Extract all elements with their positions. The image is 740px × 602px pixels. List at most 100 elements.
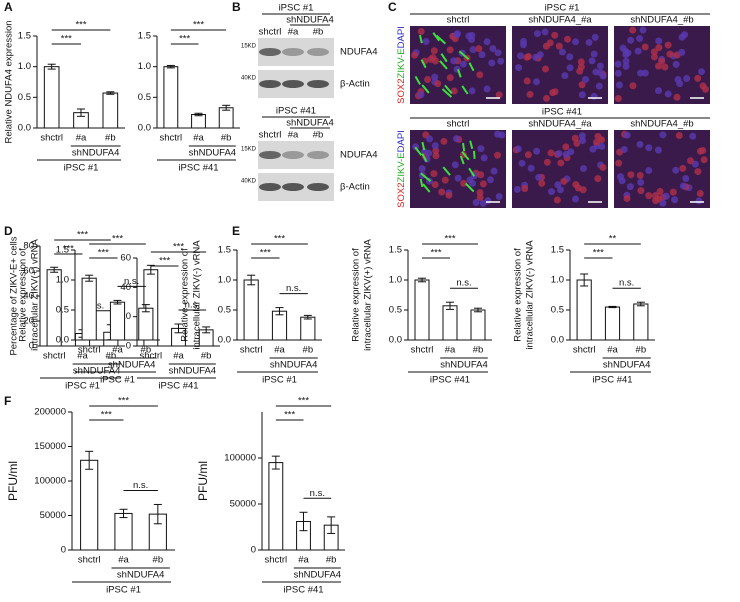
lane-label: #a	[288, 130, 299, 141]
zikv-signal	[439, 60, 448, 70]
bar	[138, 307, 154, 341]
nucleus	[517, 52, 525, 60]
nucleus	[431, 142, 439, 150]
error-bar	[77, 108, 85, 117]
nucleus	[542, 42, 550, 50]
y-axis-label: intracellular ZIKV(-) vRNA	[525, 240, 536, 350]
nucleus	[495, 91, 503, 99]
nucleus	[694, 168, 702, 176]
x-tick-label: shctrl	[40, 133, 63, 144]
nucleus	[577, 58, 585, 66]
nucleus	[513, 185, 521, 193]
nucleus	[411, 51, 419, 59]
nucleus	[478, 51, 486, 59]
nucleus	[515, 64, 523, 72]
nucleus	[658, 57, 666, 65]
nucleus	[527, 164, 535, 172]
error-bar	[50, 266, 59, 273]
zikv-signal	[421, 84, 430, 94]
y-tick-label: 0.5	[18, 92, 31, 103]
zikv-signal	[414, 75, 421, 85]
significance-label: n.s.	[619, 278, 634, 289]
image-column-label: shNDUFA4_#b	[630, 15, 693, 26]
y-tick-label: 0.0	[18, 123, 31, 134]
y-tick-label: 40	[120, 282, 131, 293]
nucleus	[590, 50, 598, 58]
nucleus	[535, 173, 543, 181]
y-tick-label: 0.0	[389, 335, 402, 346]
nucleus	[691, 160, 699, 168]
y-tick-label: 40	[23, 291, 34, 302]
x-tick-label: #b	[105, 133, 116, 144]
zikv-signal	[461, 85, 469, 95]
marker-label: 40KD	[241, 179, 257, 185]
x-tick-label: #b	[153, 555, 164, 566]
significance-label: ***	[274, 234, 285, 245]
nucleus	[696, 147, 704, 155]
panel-label: F	[4, 394, 11, 408]
image-column-label: shctrl	[447, 15, 470, 26]
bar	[268, 462, 284, 551]
y-axis-label: intracellular ZIKV(+) vRNA	[30, 239, 41, 351]
x-tick-label: #b	[201, 351, 212, 362]
blot-band	[282, 48, 304, 56]
nucleus	[417, 27, 425, 35]
bar	[576, 279, 592, 341]
nucleus	[549, 89, 557, 97]
blot-title: iPSC #41	[276, 106, 316, 117]
zikv-signal	[442, 166, 451, 176]
lane-label: #a	[288, 27, 299, 38]
significance-label: ***	[260, 248, 271, 259]
zikv-signal	[432, 32, 441, 42]
nucleus	[599, 163, 607, 171]
significance-label: ***	[159, 256, 170, 267]
bar	[218, 107, 234, 129]
significance-label: ***	[444, 234, 455, 245]
nucleus	[572, 38, 580, 46]
error-bar	[418, 277, 426, 283]
x-tick-label: #b	[473, 345, 484, 356]
nucleus	[434, 80, 442, 88]
nucleus	[578, 91, 586, 99]
significance-label: ***	[173, 242, 184, 253]
nucleus	[533, 147, 541, 155]
error-bar	[608, 305, 617, 309]
y-tick-label: 1.0	[551, 275, 564, 286]
nucleus	[578, 132, 586, 140]
x-tick-label: shctrl	[78, 345, 101, 356]
nucleus	[676, 80, 684, 88]
nucleus	[480, 154, 488, 162]
nucleus	[623, 194, 631, 202]
y-tick-label: 60	[120, 253, 131, 264]
image-column-label: shNDUFA4_#a	[528, 15, 592, 26]
nucleus	[459, 60, 467, 68]
y-tick-label: 50000	[40, 510, 66, 521]
stain-name: DAPI	[396, 26, 407, 48]
nucleus	[645, 167, 653, 175]
x-tick-label: #a	[77, 351, 88, 362]
blot-band	[307, 151, 329, 159]
y-tick-label: 1.0	[18, 61, 31, 72]
error-bar	[153, 503, 162, 525]
blot-band	[307, 48, 329, 56]
nucleus	[585, 38, 593, 46]
nucleus	[465, 32, 473, 40]
nucleus	[622, 62, 630, 70]
nucleus	[699, 82, 707, 90]
nucleus	[681, 31, 689, 39]
significance-label: ***	[112, 234, 123, 245]
x-tick-label: shctrl	[240, 345, 263, 356]
y-tick-label: 100000	[224, 453, 256, 464]
nucleus	[654, 62, 662, 70]
y-tick-label: 1.0	[389, 275, 402, 286]
y-axis-label: PFU/ml	[196, 461, 210, 501]
nucleus	[557, 159, 565, 167]
nucleus	[538, 179, 546, 187]
blot-band	[282, 80, 304, 88]
nucleus	[656, 187, 664, 195]
nucleus	[673, 93, 681, 101]
x-tick-label: shctrl	[139, 351, 162, 362]
nucleus	[526, 90, 534, 98]
lane-label: shctrl	[259, 27, 282, 38]
nucleus	[588, 57, 596, 65]
